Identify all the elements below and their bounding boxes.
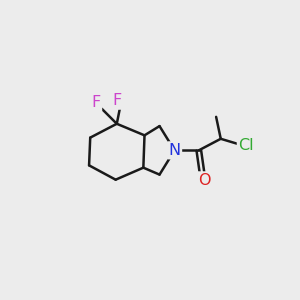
Text: N: N (169, 143, 181, 158)
Text: O: O (198, 173, 210, 188)
Text: F: F (112, 93, 122, 108)
Text: F: F (92, 95, 100, 110)
Text: Cl: Cl (238, 138, 254, 153)
